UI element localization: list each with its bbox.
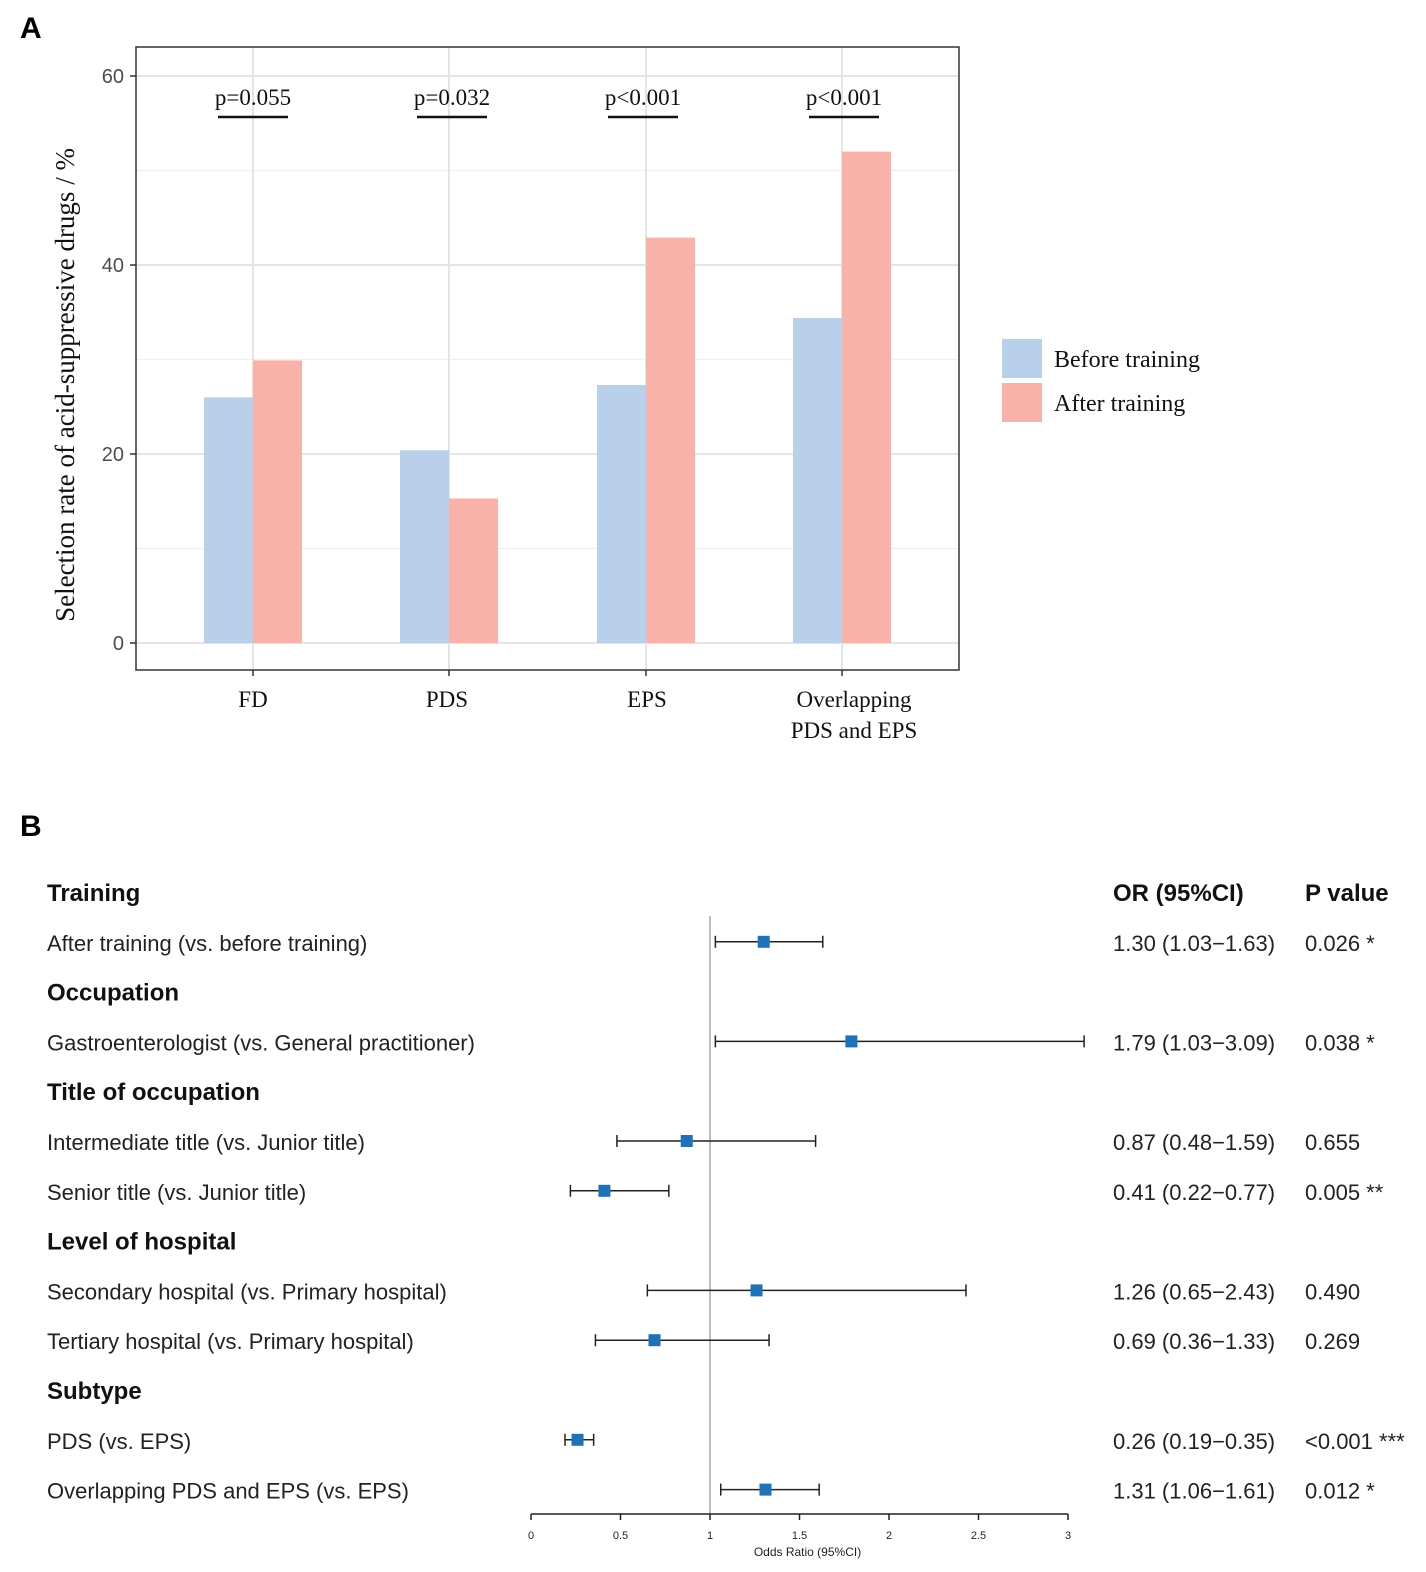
legend-label: After training — [1054, 391, 1185, 417]
or-column-header: OR (95%CI) — [1113, 880, 1244, 907]
plot-border — [135, 46, 960, 671]
or-point-marker — [757, 935, 770, 948]
p-value: 0.655 — [1305, 1130, 1360, 1155]
p-value: 0.012 * — [1305, 1479, 1375, 1504]
row-label: Secondary hospital (vs. Primary hospital… — [47, 1279, 447, 1304]
or-point-marker — [680, 1135, 693, 1147]
group-heading: Occupation — [47, 980, 179, 1007]
or-value: 1.31 (1.06−1.61) — [1113, 1479, 1275, 1504]
group-heading: Level of hospital — [47, 1229, 236, 1256]
y-tick-label: 60 — [102, 66, 124, 88]
group-heading: Training — [47, 880, 140, 907]
p-value: <0.001 *** — [1305, 1429, 1405, 1454]
panel-label-a: A — [20, 12, 42, 45]
or-value: 1.30 (1.03−1.63) — [1113, 931, 1275, 956]
y-tick-label: 20 — [102, 444, 124, 466]
y-axis-title: Selection rate of acid-suppressive drugs… — [50, 148, 80, 622]
x-tick-label: 1.5 — [792, 1530, 807, 1542]
panel-label-b: B — [20, 810, 42, 843]
x-tick-label: 2.5 — [971, 1530, 986, 1542]
p-value: 0.490 — [1305, 1279, 1360, 1304]
p-value-annotation: p<0.001 — [806, 85, 882, 110]
x-category-label: Overlapping — [797, 687, 912, 712]
or-value: 0.41 (0.22−0.77) — [1113, 1180, 1275, 1205]
p-value: 0.026 * — [1305, 931, 1375, 956]
or-point-marker — [648, 1334, 661, 1347]
row-label: Intermediate title (vs. Junior title) — [47, 1130, 365, 1155]
group-heading: Subtype — [47, 1378, 142, 1405]
bar-after-3 — [842, 151, 891, 643]
p-value-annotation: p<0.001 — [605, 85, 681, 110]
bar-before-3 — [793, 317, 842, 643]
x-tick-label: 0.5 — [613, 1530, 628, 1542]
legend-label: Before training — [1054, 347, 1200, 373]
p-value: 0.038 * — [1305, 1030, 1375, 1055]
row-label: Gastroenterologist (vs. General practiti… — [47, 1030, 475, 1055]
p-value: 0.269 — [1305, 1329, 1360, 1354]
p-column-header: P value — [1305, 880, 1389, 907]
or-value: 1.26 (0.65−2.43) — [1113, 1279, 1275, 1304]
group-heading: Title of occupation — [47, 1079, 260, 1106]
row-label: Tertiary hospital (vs. Primary hospital) — [47, 1329, 414, 1354]
x-category-label: PDS — [426, 687, 468, 712]
p-value-annotation: p=0.055 — [215, 85, 291, 110]
or-point-marker — [845, 1035, 858, 1048]
x-category-label: PDS and EPS — [791, 718, 918, 743]
x-tick-label: 3 — [1065, 1530, 1071, 1542]
y-tick-label: 0 — [113, 633, 124, 655]
bar-after-1 — [449, 498, 498, 643]
legend-swatch-before — [1002, 339, 1042, 378]
bar-before-2 — [597, 385, 646, 643]
p-value: 0.005 ** — [1305, 1180, 1384, 1205]
row-label: Senior title (vs. Junior title) — [47, 1180, 306, 1205]
or-point-marker — [598, 1184, 611, 1197]
or-value: 0.26 (0.19−0.35) — [1113, 1429, 1275, 1454]
p-value-annotation: p=0.032 — [414, 85, 490, 110]
or-point-marker — [759, 1483, 772, 1496]
or-point-marker — [571, 1433, 584, 1446]
or-value: 1.79 (1.03−3.09) — [1113, 1030, 1275, 1055]
x-axis-title: Odds Ratio (95%CI) — [754, 1545, 861, 1559]
y-tick-label: 40 — [102, 255, 124, 277]
bar-before-1 — [400, 450, 449, 643]
row-label: After training (vs. before training) — [47, 931, 367, 956]
row-label: Overlapping PDS and EPS (vs. EPS) — [47, 1479, 409, 1504]
bar-before-0 — [204, 397, 253, 643]
bar-chart: 0 20 40 60 FD PDS EPS Overlapping PDS and EPS Sel… — [50, 46, 1200, 743]
forest-plot: Training OR (95%CI) P value After training … — [47, 880, 1405, 1559]
bar-after-2 — [646, 237, 695, 643]
or-point-marker — [750, 1284, 763, 1297]
or-value: 0.69 (0.36−1.33) — [1113, 1329, 1275, 1354]
bar-after-0 — [253, 360, 302, 643]
x-tick-label: 2 — [886, 1530, 892, 1542]
x-category-label: FD — [238, 687, 267, 712]
legend-swatch-after — [1002, 383, 1042, 422]
or-value: 0.87 (0.48−1.59) — [1113, 1130, 1275, 1155]
x-category-label: EPS — [627, 687, 667, 712]
x-tick-label: 0 — [528, 1530, 534, 1542]
x-tick-label: 1 — [707, 1530, 713, 1542]
row-label: PDS (vs. EPS) — [47, 1429, 191, 1454]
